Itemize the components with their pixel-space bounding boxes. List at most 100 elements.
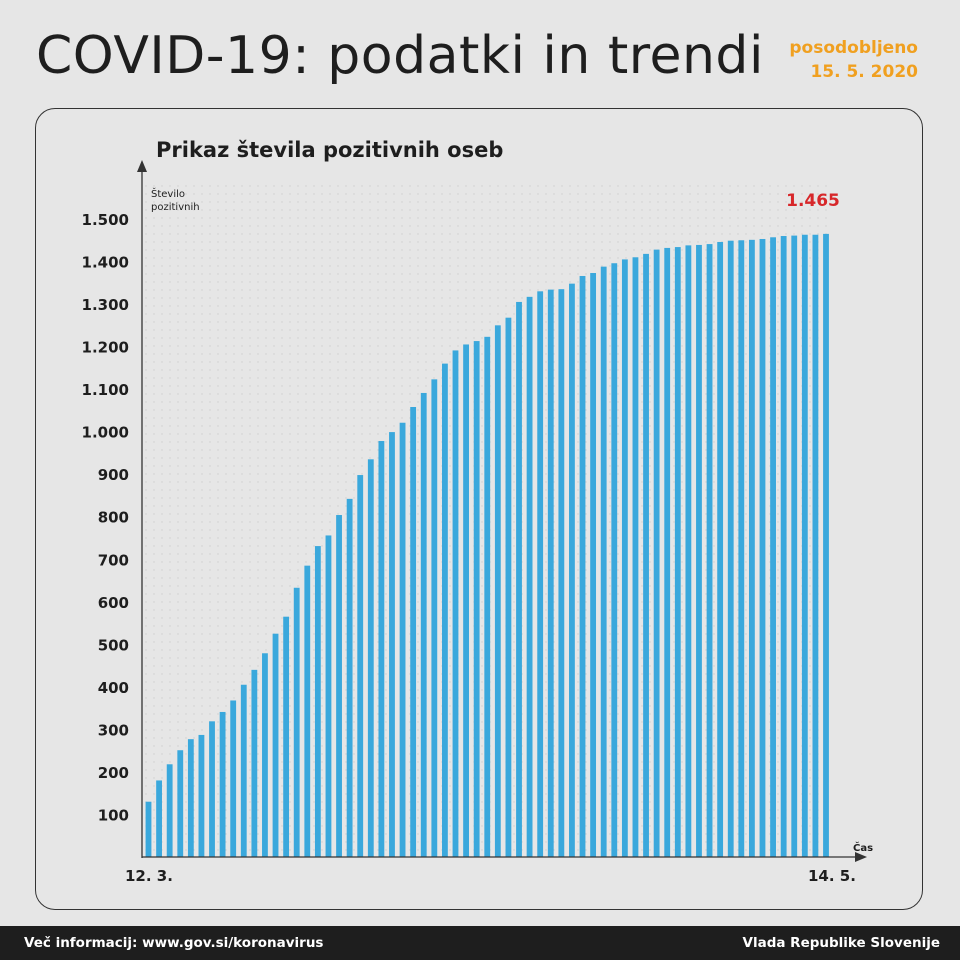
bar [463,344,469,858]
bar [209,721,215,857]
bar [579,275,586,857]
bar [590,273,597,857]
bar [293,587,300,857]
bar [696,244,702,857]
bar [378,441,385,857]
y-tick-label: 1.500 [82,211,129,229]
y-axis-label-line: Število [151,187,185,200]
bar [516,301,522,857]
page-title: COVID-19: podatki in trendi [36,26,764,86]
bar [643,253,649,857]
bar [494,325,501,858]
bar [251,669,258,857]
bar [283,616,290,857]
bar [632,257,639,857]
y-tick-label: 900 [98,466,129,484]
footer-info: Več informacij: www.gov.si/koronavirus [24,935,324,951]
bar [770,237,776,858]
bar [346,498,353,857]
bar [230,700,237,857]
bar [442,363,448,857]
update-info: posodobljeno 15. 5. 2020 [789,36,918,84]
bar [325,535,332,857]
bar [717,241,724,858]
bar [791,235,798,858]
bar [484,336,491,857]
bar [547,289,554,857]
bar [357,475,364,857]
y-tick-label: 800 [98,509,129,527]
bar [272,633,279,857]
footer-source: Vlada Republike Slovenije [742,935,940,951]
bar [198,734,205,857]
bar [452,350,459,857]
bar [399,422,406,857]
bar [367,459,374,857]
bar [156,780,162,857]
bar [600,266,607,857]
bar [738,240,745,857]
y-tick-label: 1.100 [82,381,129,399]
y-tick-label: 300 [98,721,129,739]
bar [569,283,575,857]
y-tick-label: 600 [98,594,129,612]
bar [780,236,787,857]
y-tick-label: 1.200 [82,339,129,357]
bar [145,801,152,857]
bar [505,317,512,857]
bar [314,546,321,857]
bar [473,341,480,857]
y-tick-label: 400 [98,679,129,697]
bar [621,259,628,857]
bar [611,263,618,858]
y-tick-label: 1.400 [82,254,129,272]
y-axis-arrow [137,160,147,172]
y-axis-label-line: pozitivnih [151,202,200,213]
bar [304,565,311,857]
bar [537,291,544,857]
bar [526,296,533,858]
bar [336,515,342,857]
y-tick-labels: 100 200 300 400 500 600 700 800 900 1.000 1.100 1.2… [82,211,129,824]
bar [389,432,395,857]
bar [727,240,734,857]
y-tick-label: 200 [98,764,129,782]
bar [823,233,829,857]
y-tick-label: 100 [98,806,129,824]
bar [558,289,565,857]
y-tick-label: 1.000 [82,424,129,442]
bar [177,750,184,857]
y-axis-label: Število pozitivnih [151,187,200,213]
y-tick-label: 1.300 [82,296,129,314]
bar [187,739,194,857]
bar [674,247,681,857]
updated-date: 15. 5. 2020 [810,62,918,82]
updated-label: posodobljeno [789,38,918,58]
x-axis-arrow [855,852,867,862]
x-axis-label: Čas [853,841,873,854]
bar [240,684,247,857]
bar [219,711,226,857]
chart-panel [35,108,923,910]
bar [262,653,268,857]
bar [759,238,766,858]
bar [748,239,755,858]
y-tick-label: 700 [98,551,129,569]
x-tick-last: 14. 5. [808,867,856,885]
footer-bar: Več informacij: www.gov.si/koronavirus V… [0,926,960,960]
bar [166,764,173,857]
bar [801,234,808,858]
bar [420,392,427,857]
y-tick-label: 500 [98,636,129,654]
x-tick-first: 12. 3. [125,867,173,885]
chart-title: Prikaz števila pozitivnih oseb [156,138,503,162]
bar [410,407,417,857]
bar [653,249,660,857]
bar [664,247,671,858]
last-value-label: 1.465 [786,191,840,211]
bars [145,233,829,858]
bar [685,245,692,857]
bar [431,379,438,857]
bar [812,234,819,858]
